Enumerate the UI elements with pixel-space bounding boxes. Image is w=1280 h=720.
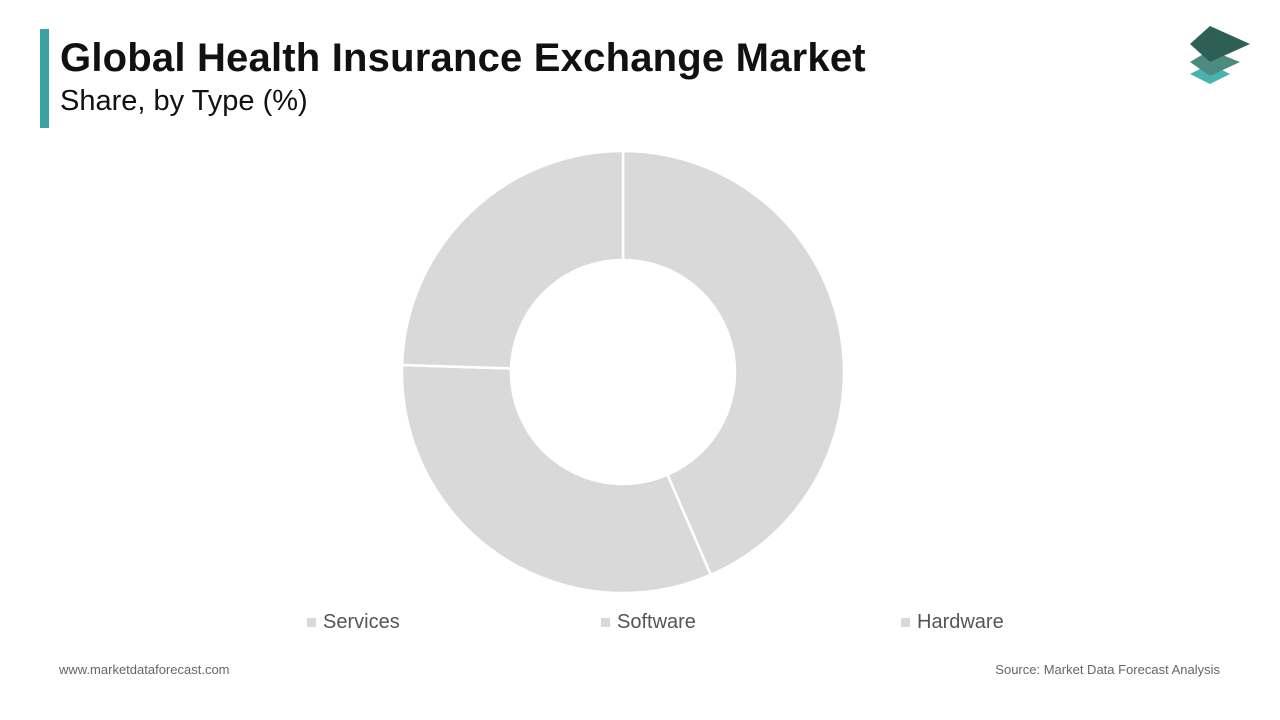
legend-item-hardware: Hardware	[901, 610, 1004, 634]
logo-layer-middle	[1190, 50, 1240, 76]
logo-layer-top	[1190, 26, 1250, 62]
donut-slice-software	[400, 363, 713, 595]
legend-swatch-hardware	[901, 617, 910, 627]
footer-website: www.marketdataforecast.com	[59, 662, 230, 677]
legend-label-services: Services	[323, 610, 400, 633]
donut-slice-services	[621, 149, 846, 577]
page-title: Global Health Insurance Exchange Market	[60, 36, 866, 80]
footer-source: Source: Market Data Forecast Analysis	[995, 662, 1220, 677]
title-accent-bar	[40, 29, 49, 128]
legend-label-software: Software	[617, 610, 696, 633]
stacked-layers-icon	[1190, 26, 1250, 84]
donut-slice-hardware	[400, 149, 625, 370]
legend-label-hardware: Hardware	[917, 610, 1004, 633]
legend-swatch-software	[601, 617, 610, 627]
legend-item-software: Software	[601, 610, 696, 634]
page-subtitle: Share, by Type (%)	[60, 85, 308, 117]
legend-swatch-services	[307, 617, 316, 627]
legend-item-services: Services	[307, 610, 400, 634]
